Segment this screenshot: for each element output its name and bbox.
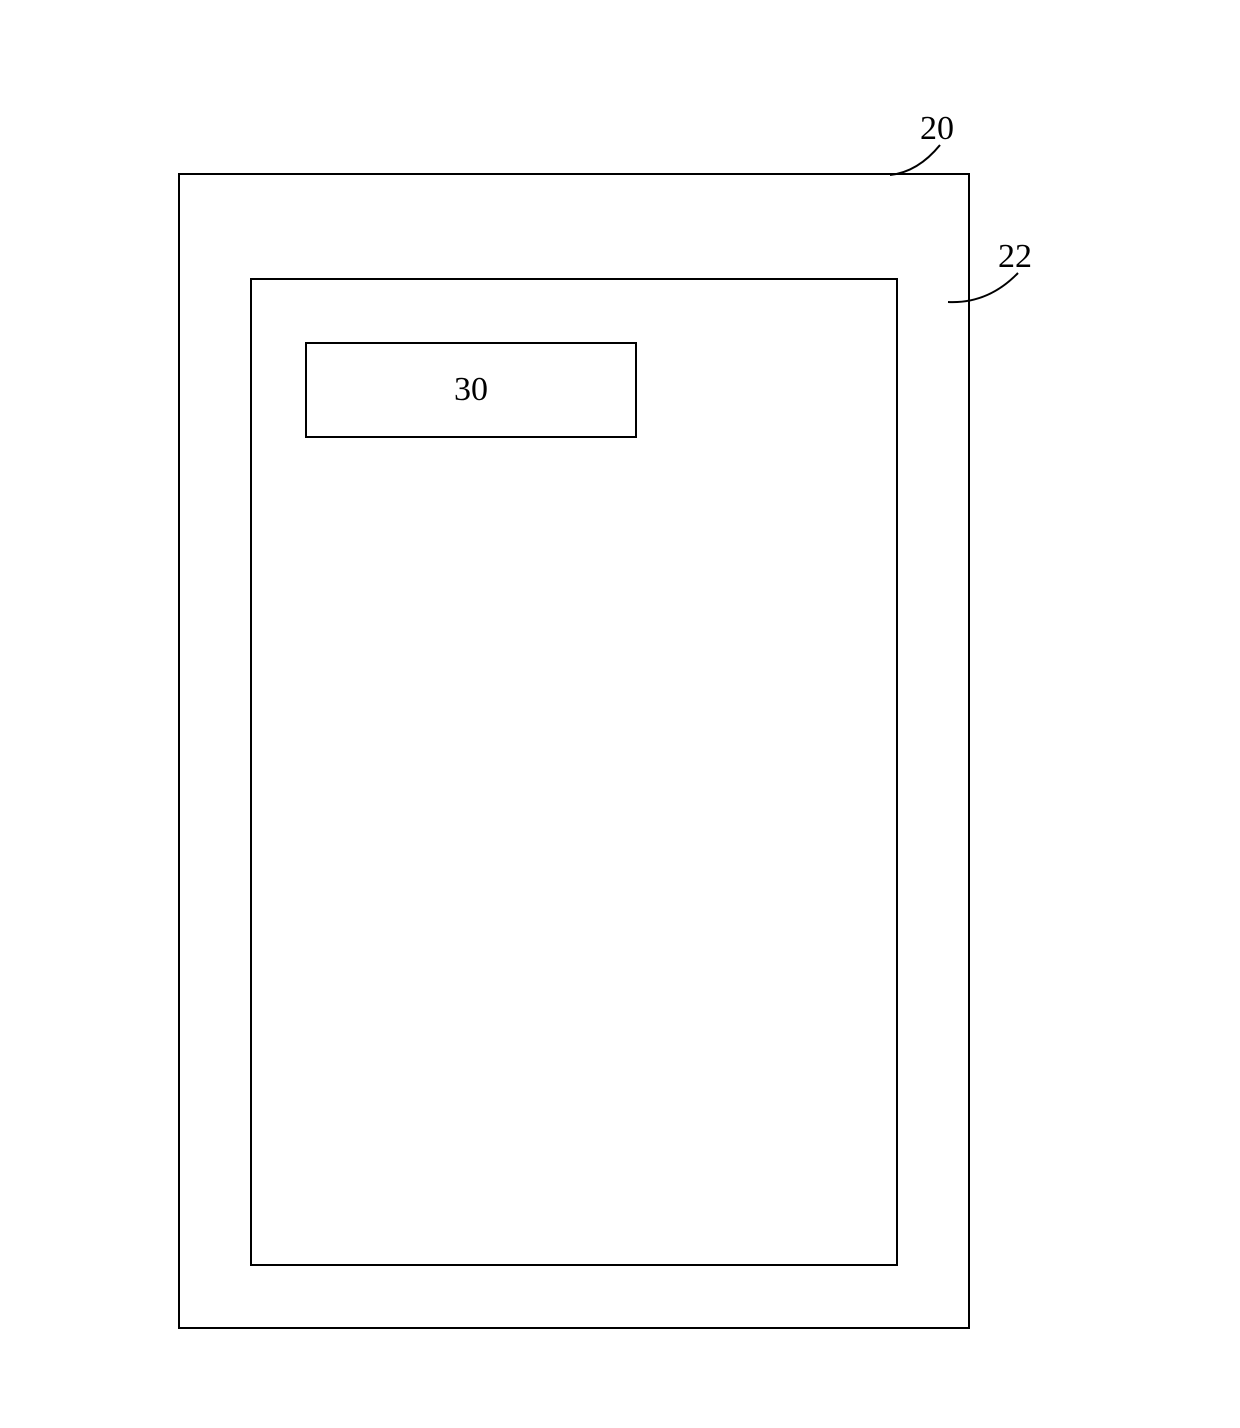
inner-rect-label: 22 bbox=[998, 238, 1032, 276]
small-rectangle: 30 bbox=[305, 342, 637, 438]
outer-rect-label: 20 bbox=[920, 110, 954, 148]
small-rect-label: 30 bbox=[454, 371, 488, 409]
